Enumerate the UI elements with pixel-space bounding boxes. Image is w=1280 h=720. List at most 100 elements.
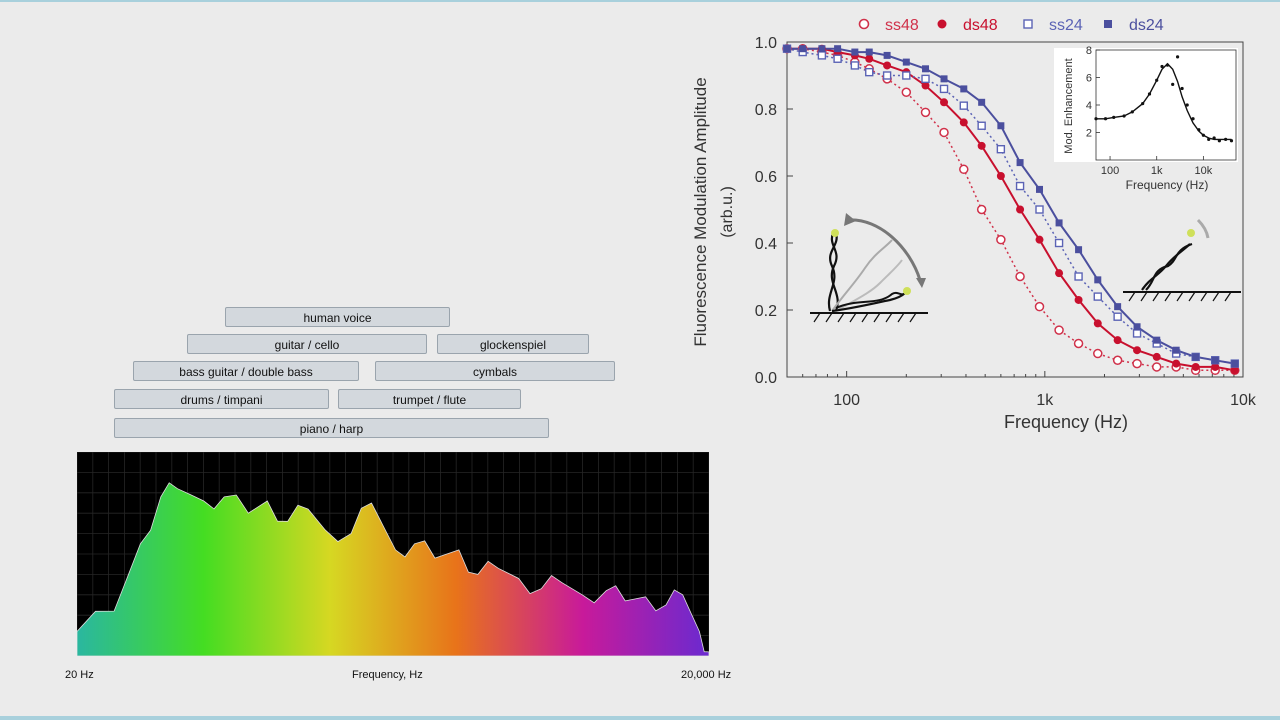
marker-ss24 xyxy=(921,74,930,84)
y-tick-label: 0.0 xyxy=(755,370,777,387)
inset-marker xyxy=(1197,128,1201,132)
inset-x-tick-label: 10k xyxy=(1195,165,1213,177)
inset-background xyxy=(1054,48,1238,162)
inset-marker xyxy=(1212,136,1216,140)
marker-ss48 xyxy=(996,234,1006,245)
range-trumpet-flute: trumpet / flute xyxy=(338,389,521,409)
marker-ds24 xyxy=(1211,356,1219,364)
chart-legend: ss48 ds48 ss24 ds24 xyxy=(858,17,1164,34)
marker-ss48 xyxy=(1112,355,1123,365)
legend-label-ss24: ss24 xyxy=(1049,17,1083,34)
short-dna-schematic xyxy=(1123,218,1241,302)
marker-ds48 xyxy=(1113,336,1122,345)
dna-helix xyxy=(1145,242,1193,291)
inset-marker xyxy=(1141,102,1145,106)
fluorophore-dot xyxy=(903,287,911,295)
marker-ds24 xyxy=(1231,360,1239,368)
inset-marker xyxy=(1103,117,1108,121)
marker-ss48 xyxy=(1034,301,1045,312)
range-drums-timpani: drums / timpani xyxy=(114,389,329,409)
bottom-accent-strip xyxy=(0,716,1280,720)
surface-hatch xyxy=(1128,291,1232,302)
legend-marker-ds48 xyxy=(937,19,947,29)
inset-marker xyxy=(1171,82,1175,86)
x-axis-title: Frequency (Hz) xyxy=(1004,412,1128,432)
inset-y-tick-label: 4 xyxy=(1086,100,1092,112)
marker-ss24 xyxy=(902,71,911,80)
range-cymbals: cymbals xyxy=(375,361,615,381)
inset-marker xyxy=(1191,117,1195,121)
marker-ds48 xyxy=(921,81,930,90)
inset-marker xyxy=(1224,137,1228,141)
y-axis-title: Fluorescence Modulation Amplitude xyxy=(691,77,710,346)
marker-ds48 xyxy=(959,118,968,127)
spectrum-max-label: 20,000 Hz xyxy=(681,669,732,681)
marker-ds48 xyxy=(996,172,1005,180)
inset-marker xyxy=(1147,92,1152,96)
audio-spectrum-chart xyxy=(77,452,709,656)
inset-marker xyxy=(1094,117,1098,121)
inset-x-axis-title: Frequency (Hz) xyxy=(1126,178,1209,192)
marker-ds48 xyxy=(1035,235,1044,244)
marker-ds24 xyxy=(997,122,1005,130)
marker-ds24 xyxy=(1055,219,1063,227)
marker-ds24 xyxy=(799,45,807,53)
fluorophore-dot xyxy=(831,229,839,237)
wobble-arrow xyxy=(1196,218,1210,239)
main-axes: 0.0 0.2 0.4 0.6 0.8 1.0 100 1k 10k xyxy=(755,35,1257,409)
fluorescence-modulation-chart: ss48 ds48 ss24 ds24 0.0 0.2 0.4 0.6 0.8 1.0 100 1k… xyxy=(691,17,1257,432)
legend-marker-ss24 xyxy=(1023,19,1033,29)
marker-ds24 xyxy=(1036,185,1044,193)
arrow-head xyxy=(916,278,926,288)
marker-ss24 xyxy=(977,121,986,130)
marker-ss48 xyxy=(976,204,987,215)
legend-marker-ss48 xyxy=(858,18,870,30)
marker-ds48 xyxy=(1133,346,1142,355)
y-tick-label: 0.4 xyxy=(755,236,777,253)
inset-marker xyxy=(1112,115,1116,119)
y-tick-label: 1.0 xyxy=(755,35,777,52)
inset-y-axis-title: Mod. Enhancement xyxy=(1063,58,1075,153)
inset-marker xyxy=(1201,133,1205,137)
marker-ds24 xyxy=(902,58,910,66)
x-tick-label: 1k xyxy=(1036,392,1054,409)
marker-ds48 xyxy=(1074,295,1083,304)
marker-ss24 xyxy=(850,61,860,70)
top-accent-strip xyxy=(0,0,1280,2)
inset-x-tick-label: 1k xyxy=(1151,165,1163,177)
inset-marker xyxy=(1185,103,1189,107)
marker-ds48 xyxy=(1230,366,1239,375)
marker-ds24 xyxy=(1172,346,1180,354)
marker-ss24 xyxy=(1035,205,1044,214)
marker-ss48 xyxy=(1073,338,1084,349)
range-bass-guitar: bass guitar / double bass xyxy=(133,361,359,381)
marker-ds24 xyxy=(1075,246,1083,254)
inset-axes: 2 4 6 8 100 1k 10k xyxy=(1086,45,1213,177)
x-tick-label: 10k xyxy=(1230,392,1257,409)
marker-ss24 xyxy=(833,54,842,63)
marker-ds48 xyxy=(1016,205,1025,214)
surface-hatch xyxy=(813,312,917,323)
marker-ss48 xyxy=(920,107,931,118)
inset-marker xyxy=(1155,78,1159,82)
range-guitar-cello: guitar / cello xyxy=(187,334,427,354)
fluorophore-dot xyxy=(1187,229,1195,237)
marker-ds48 xyxy=(1211,362,1220,371)
plot-frame xyxy=(786,41,1244,378)
legend-label-ds24: ds24 xyxy=(1129,17,1164,34)
inset-marker xyxy=(1207,137,1211,141)
inset-marker xyxy=(1229,139,1234,143)
marker-ds48 xyxy=(883,61,892,70)
inset-y-tick-label: 8 xyxy=(1086,45,1092,57)
marker-ss48 xyxy=(901,87,912,97)
inset-chart: 2 4 6 8 100 1k 10k Frequency (Hz) Mod. Enhance… xyxy=(1054,45,1238,192)
marker-ss24 xyxy=(959,101,968,110)
marker-ss24 xyxy=(1132,329,1142,338)
marker-ss24 xyxy=(1093,292,1102,301)
marker-ds48 xyxy=(1055,269,1064,278)
legend-label-ds48: ds48 xyxy=(963,17,998,34)
arrow-head xyxy=(844,213,856,226)
marker-ds48 xyxy=(1093,319,1102,328)
sweep-arrow xyxy=(847,218,922,281)
marker-ds24 xyxy=(1192,353,1200,361)
